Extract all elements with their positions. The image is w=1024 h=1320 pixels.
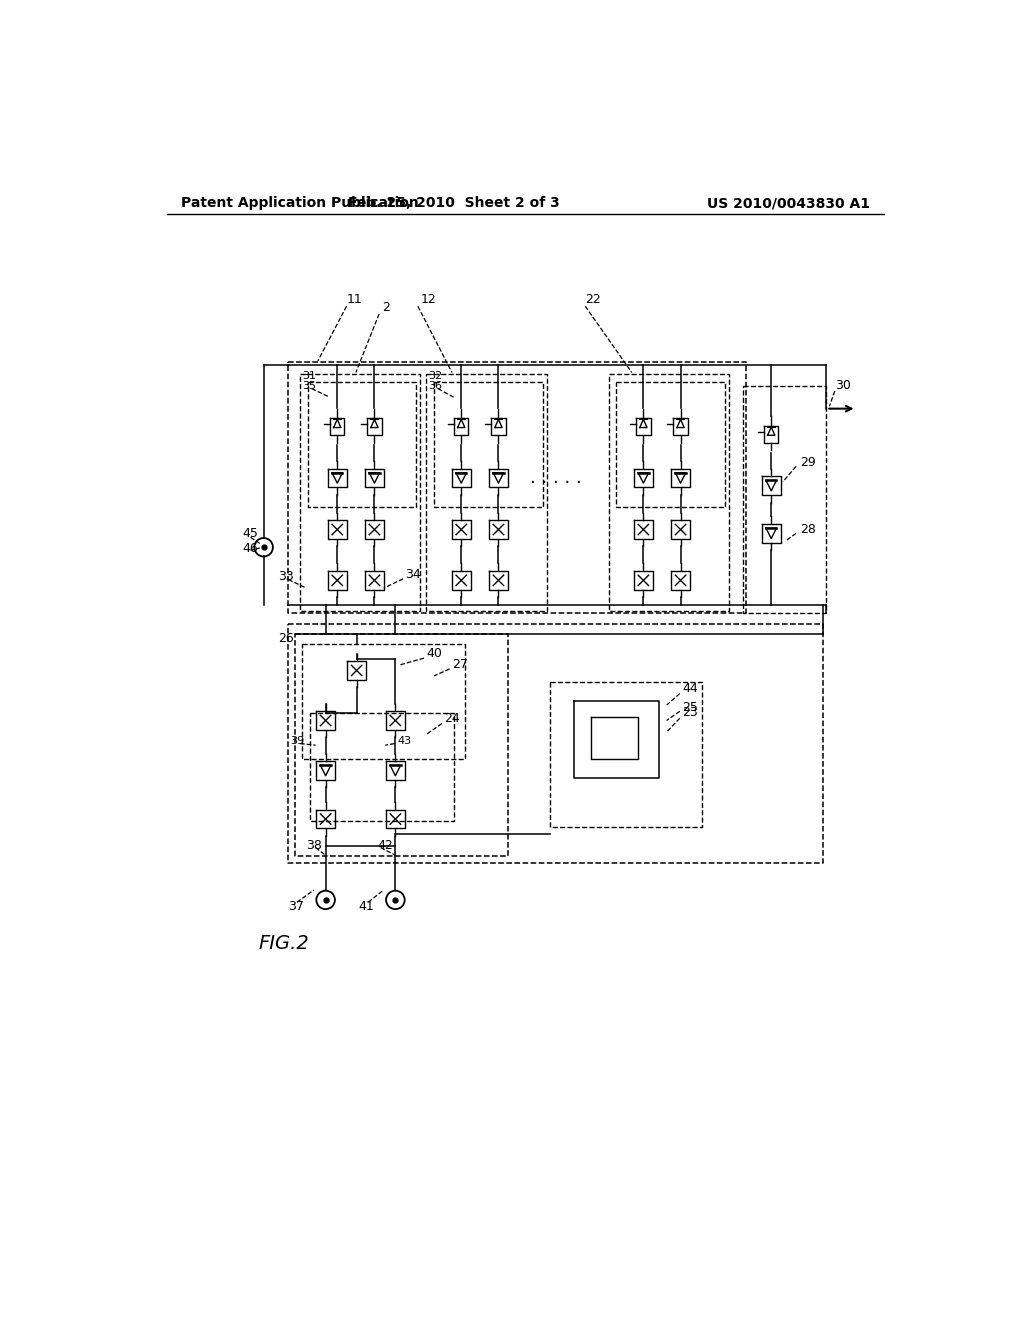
Text: 45: 45 [243,527,259,540]
Text: 38: 38 [306,838,323,851]
Text: 46: 46 [243,543,258,556]
Text: 23: 23 [682,706,698,719]
Text: 29: 29 [800,455,816,469]
Text: . . . . .: . . . . . [530,469,582,487]
Text: 32: 32 [428,371,442,381]
Text: 25: 25 [682,701,698,714]
Text: 41: 41 [358,900,374,913]
Text: 35: 35 [302,380,316,391]
Text: 40: 40 [426,647,442,660]
Text: 30: 30 [836,379,851,392]
Text: 34: 34 [406,568,421,581]
Text: 43: 43 [397,737,412,746]
Text: 11: 11 [346,293,362,306]
Text: 27: 27 [452,657,468,671]
Text: 12: 12 [421,293,436,306]
Text: 33: 33 [279,570,294,583]
Text: 26: 26 [279,631,294,644]
Text: 36: 36 [428,381,442,391]
Text: 39: 39 [290,737,304,746]
Text: 2: 2 [382,301,390,314]
Text: 37: 37 [289,900,304,913]
Text: Patent Application Publication: Patent Application Publication [180,197,419,210]
Text: 28: 28 [800,523,816,536]
Text: 42: 42 [378,838,393,851]
Text: 22: 22 [586,293,601,306]
Text: 44: 44 [682,681,698,694]
Text: FIG.2: FIG.2 [258,935,309,953]
Text: Feb. 25, 2010  Sheet 2 of 3: Feb. 25, 2010 Sheet 2 of 3 [347,197,559,210]
Text: 24: 24 [444,713,460,726]
Text: US 2010/0043830 A1: US 2010/0043830 A1 [708,197,870,210]
Text: 31: 31 [302,371,316,381]
